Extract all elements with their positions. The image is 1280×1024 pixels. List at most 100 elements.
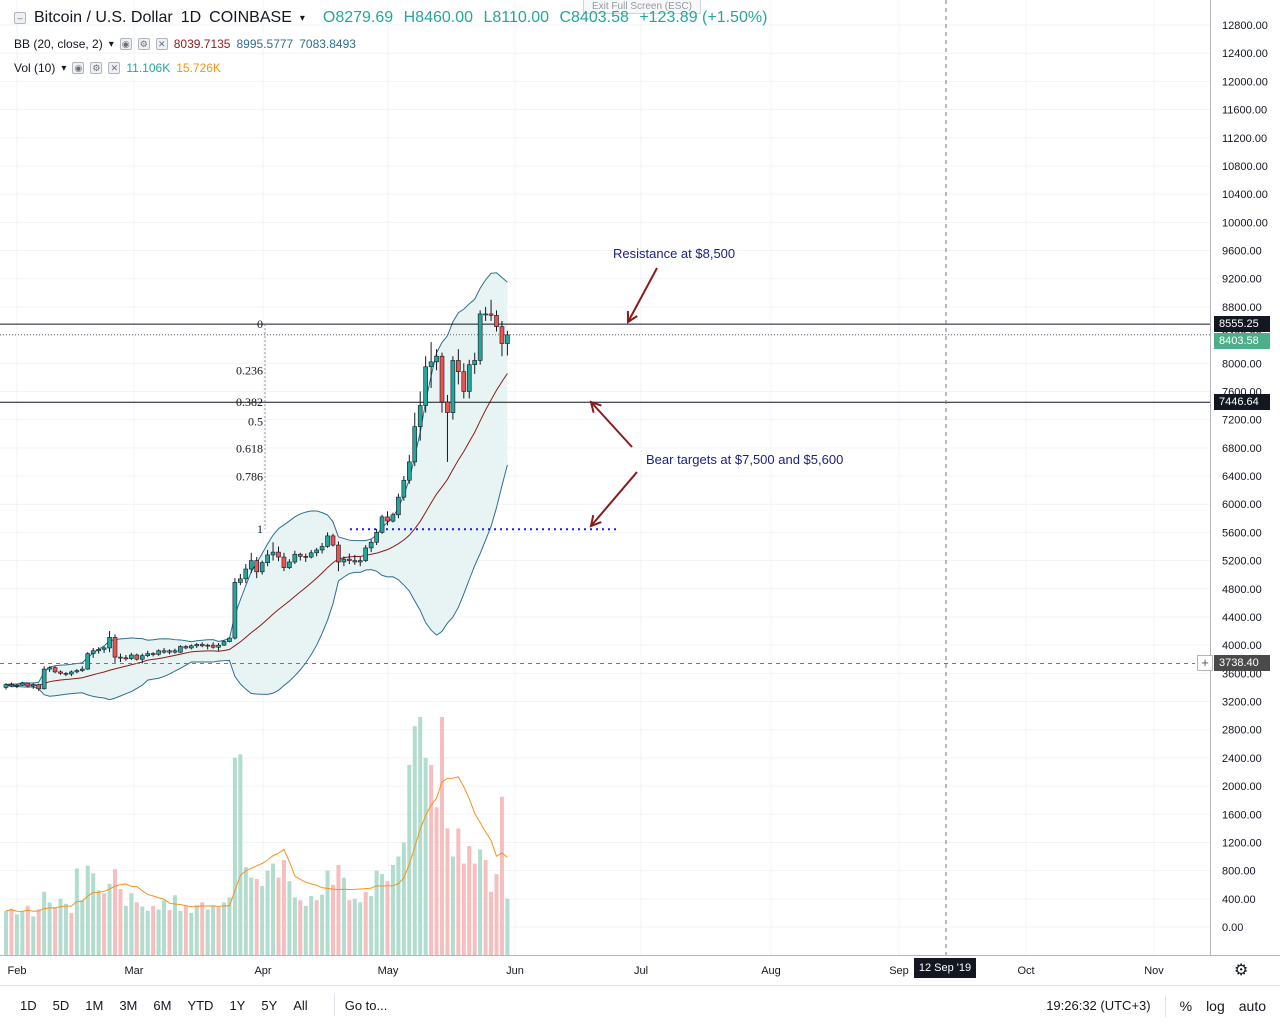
close-icon[interactable]: ✕ (155, 38, 168, 50)
candle-body (412, 426, 418, 463)
timeframe-1m[interactable]: 1M (85, 997, 104, 1013)
candle-body (161, 650, 167, 653)
candle-body (297, 553, 303, 557)
timeframe-5d[interactable]: 5D (52, 997, 70, 1013)
volume-bar (461, 863, 466, 955)
volume-bar (134, 902, 139, 955)
symbol-name[interactable]: Bitcoin / U.S. Dollar (34, 9, 173, 26)
volume-bar (265, 870, 270, 955)
close-icon[interactable]: ✕ (108, 62, 121, 74)
timeframe-5y[interactable]: 5Y (261, 997, 278, 1013)
volume-bar (434, 807, 439, 955)
timeframe-all[interactable]: All (293, 997, 308, 1013)
volume-bar (281, 860, 286, 955)
support-arrow (590, 401, 633, 448)
volume-bar (418, 717, 423, 955)
candle-body (123, 657, 129, 660)
volume-bar (118, 888, 123, 955)
open-value: O8279.69 (322, 9, 394, 26)
auto-toggle[interactable]: auto (1238, 997, 1266, 1014)
candle-body (74, 670, 80, 673)
timeframe-1d[interactable]: 1D (20, 997, 37, 1013)
price-tick-label: 8000.00 (1222, 358, 1262, 370)
candle-body (292, 553, 298, 563)
timeframe-6m[interactable]: 6M (153, 997, 172, 1013)
fib-level-label: 0.5 (248, 415, 263, 429)
candle-body (232, 582, 238, 639)
clock-time[interactable]: 19:26:32 (UTC+3) (1046, 998, 1151, 1013)
candle-body (14, 684, 20, 687)
vol-label[interactable]: Vol (10) (14, 61, 56, 75)
plus-icon[interactable]: + (1197, 655, 1213, 671)
volume-bar (396, 856, 401, 955)
exchange-label[interactable]: COINBASE (209, 9, 292, 26)
fib-level-label: 1 (257, 522, 263, 536)
candle-body (227, 637, 232, 642)
price-tick-label: 2000.00 (1222, 781, 1262, 793)
bear-target-arrow (590, 471, 638, 527)
volume-bar (276, 877, 281, 955)
gear-icon[interactable]: ⚙ (1234, 962, 1249, 979)
interval-label[interactable]: 1D (180, 9, 202, 26)
candle-body (336, 544, 341, 563)
log-toggle[interactable]: log (1206, 997, 1225, 1014)
candle-body (199, 644, 205, 647)
bb-lower-value: 7083.8493 (299, 37, 356, 51)
chevron-down-icon[interactable]: ▾ (61, 62, 67, 74)
chevron-down-icon[interactable]: ▾ (108, 38, 114, 50)
volume-bar (292, 897, 297, 955)
volume-bar (102, 893, 107, 955)
candle-body (483, 313, 488, 316)
settings-icon[interactable]: ⚙ (137, 38, 150, 50)
eye-icon[interactable]: ◉ (72, 62, 85, 74)
volume-bar (478, 849, 483, 955)
volume-bar (129, 893, 134, 955)
volume-bar (189, 912, 194, 955)
volume-bar (483, 860, 488, 955)
timeframe-1y[interactable]: 1Y (229, 997, 246, 1013)
volume-bar (358, 902, 363, 955)
volume-bar (320, 894, 325, 955)
price-tick-label: 800.00 (1222, 866, 1256, 878)
price-chart[interactable]: 12800.0012400.0012000.0011600.0011200.00… (0, 0, 1280, 985)
candle-body (505, 334, 510, 344)
candle-body (145, 653, 150, 656)
price-tick-label: 4800.00 (1222, 584, 1262, 596)
fib-level-label: 0.786 (236, 469, 263, 483)
change-value: +123.89 (+1.50%) (639, 9, 768, 26)
candle-body (423, 366, 428, 406)
timeframe-group: 1D 5D 1M 3M 6M YTD 1Y 5Y All (0, 998, 324, 1013)
timeframe-3m[interactable]: 3M (119, 997, 138, 1013)
collapse-icon[interactable]: – (14, 12, 26, 24)
fib-level-label: 0.382 (236, 395, 263, 409)
volume-ma-line (5, 776, 508, 912)
candle-body (41, 668, 47, 690)
volume-bar (380, 874, 385, 955)
candle-body (150, 653, 156, 655)
eye-icon[interactable]: ◉ (119, 38, 132, 50)
goto-button[interactable]: Go to... (344, 997, 388, 1013)
divider (333, 994, 335, 1016)
volume-bar (249, 877, 254, 955)
volume-bar (401, 842, 406, 955)
volume-bar (140, 906, 145, 955)
volume-bar (385, 881, 390, 955)
volume-bar (472, 863, 477, 955)
settings-icon[interactable]: ⚙ (90, 62, 103, 74)
volume-bar (331, 884, 335, 955)
bb-legend: BB (20, close, 2) ▾ ◉ ⚙ ✕ 8039.7135 8995… (14, 37, 356, 51)
volume-bar (14, 914, 19, 955)
candle-body (85, 653, 91, 670)
candle-body (265, 554, 270, 563)
volume-bar (69, 912, 74, 955)
candle-body (488, 313, 494, 316)
percent-toggle[interactable]: % (1179, 997, 1193, 1014)
volume-bar (211, 905, 216, 955)
current-price-tag: 8403.58 (1214, 333, 1270, 349)
chevron-down-icon[interactable]: ▾ (299, 12, 305, 24)
bb-label[interactable]: BB (20, close, 2) (14, 37, 103, 51)
volume-bar (47, 902, 52, 955)
exit-fullscreen-button[interactable]: Exit Full Screen (ESC) (583, 0, 701, 14)
timeframe-ytd[interactable]: YTD (187, 997, 214, 1013)
vol-legend: Vol (10) ▾ ◉ ⚙ ✕ 11.106K 15.726K (14, 61, 221, 75)
